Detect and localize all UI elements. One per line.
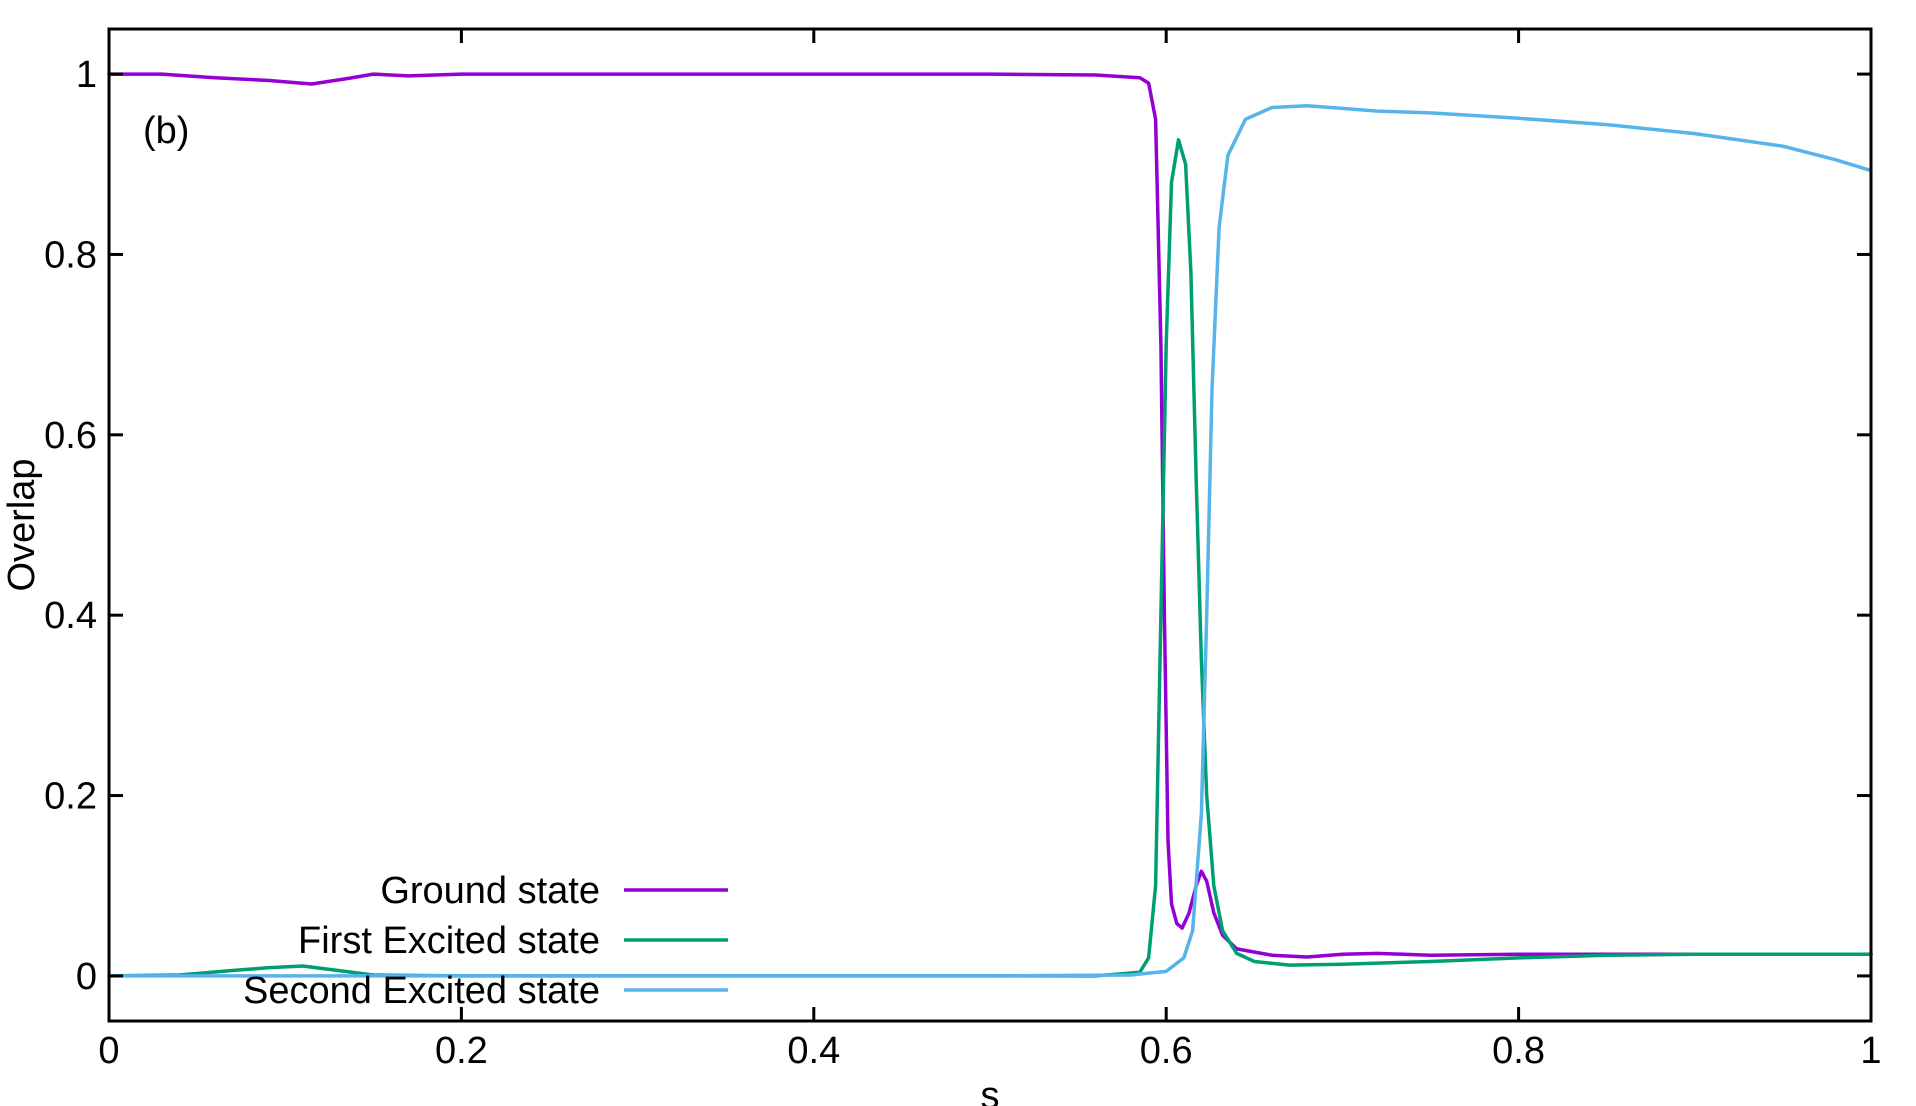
y-tick-label: 0.2 [44,776,97,818]
legend-label-3: Second Excited state [243,970,600,1012]
panel-label: (b) [143,110,189,152]
axis-ticks [107,29,1873,1021]
series-line-2 [107,138,1873,978]
x-tick-label: 0.2 [435,1030,488,1072]
series-line-3 [107,103,1873,978]
legend: Ground state First Excited state Second Ex… [243,870,728,1012]
y-tick-label: 0.4 [44,595,97,637]
y-tick-label: 0.6 [44,415,97,457]
legend-label-1: Ground state [380,870,600,912]
x-tick-label: 0.4 [787,1030,840,1072]
series-lines [107,72,1873,978]
y-axis-label: Overlap [1,458,43,591]
x-tick-label: 0 [98,1030,119,1072]
plot-frame [107,27,1873,1023]
x-tick-label: 1 [1860,1030,1881,1072]
x-tick-label: 0.8 [1492,1030,1545,1072]
legend-label-2: First Excited state [298,920,600,962]
y-tick-label: 1 [76,54,97,96]
x-axis-label: s [981,1075,1000,1106]
tick-labels: 0 0.2 0.4 0.6 0.8 1 0 0.2 0.4 0.6 0.8 1 [44,54,1881,1072]
y-tick-label: 0 [76,956,97,998]
x-tick-label: 0.6 [1140,1030,1193,1072]
series-line-1 [107,72,1873,959]
y-tick-label: 0.8 [44,234,97,276]
